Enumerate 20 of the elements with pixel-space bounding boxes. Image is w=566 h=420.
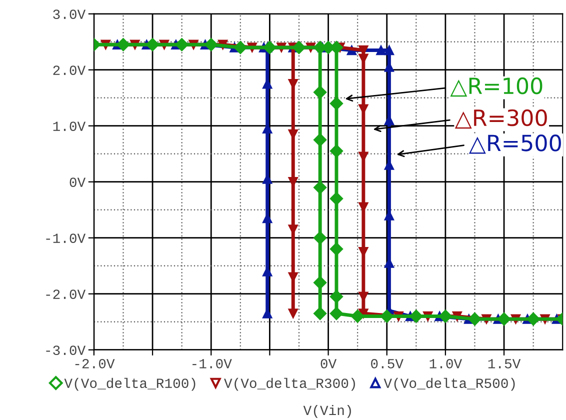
annotation: △R=500 [468, 134, 561, 154]
x-tick-label: -2.0V [75, 358, 115, 368]
y-tick-label: -3.0V [46, 346, 86, 356]
y-tick-label: -1.0V [46, 234, 86, 244]
legend-label: V(Vo_delta_R500) [384, 378, 515, 391]
y-tick-label: 1.0V [53, 122, 86, 132]
legend-label: V(Vo_delta_R100) [64, 378, 196, 391]
legend-label: V(Vo_delta_R300) [224, 378, 355, 391]
x-tick-label: 1.0V [430, 358, 462, 368]
x-tick-label: 1.5V [488, 359, 521, 368]
y-tick-label: 3.0V [53, 10, 86, 20]
y-tick-label: 2.0V [53, 66, 86, 76]
annotation: △R=100 [450, 77, 542, 97]
x-tick-label: -1.0V [192, 358, 232, 368]
x-tick-label: 0.5V [371, 358, 404, 368]
x-axis-title: V(Vin) [303, 404, 351, 418]
y-tick-label: -2.0V [46, 290, 86, 300]
x-tick-label: 0V [320, 358, 337, 368]
annotation: △R=300 [454, 109, 547, 129]
y-tick-label: 0V [70, 178, 86, 188]
